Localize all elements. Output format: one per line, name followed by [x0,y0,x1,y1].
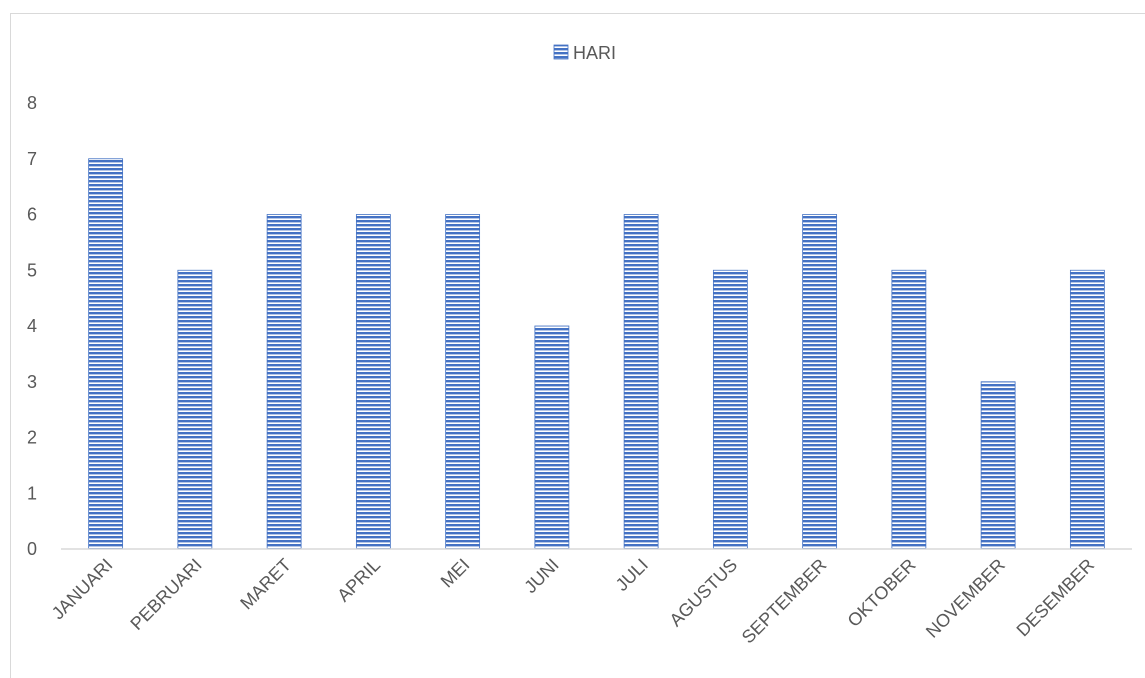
y-tick-label: 2 [27,428,37,448]
y-tick-label: 6 [27,205,37,225]
chart-frame [10,13,1145,678]
bar [445,214,481,550]
bar [1069,269,1105,550]
x-tick-label: AGUSTUS [666,555,742,631]
x-tick-label: JANUARI [48,555,117,624]
bar [534,325,570,550]
bar [980,381,1016,550]
x-axis-ticks: JANUARI PEBRUARI MARET APRIL MEI JUNI JULI AGUS… [48,555,1098,648]
y-axis-ticks: 0 1 2 3 4 5 6 7 8 [27,93,37,559]
legend: HARI [553,43,616,63]
x-tick-label: NOVEMBER [922,555,1009,642]
x-tick-label: MEI [437,555,474,592]
bars [88,158,1105,550]
bar [88,158,124,550]
x-tick-label: APRIL [333,555,384,606]
bar [712,269,748,550]
x-tick-label: PEBRUARI [126,555,205,634]
y-tick-label: 1 [27,483,37,503]
bar [177,269,213,550]
bar [802,214,838,550]
y-tick-label: 4 [27,316,37,336]
x-tick-label: JULI [612,555,652,595]
x-tick-label: DESEMBER [1013,555,1099,641]
x-tick-label: JUNI [520,555,562,597]
bar [266,214,302,550]
legend-label: HARI [573,43,616,63]
x-tick-label: OKTOBER [844,555,920,631]
bar [355,214,391,550]
y-tick-label: 0 [27,539,37,559]
y-tick-label: 7 [27,149,37,169]
x-tick-label: MARET [236,555,295,614]
bar [891,269,927,550]
x-tick-label: SEPTEMBER [738,555,831,648]
legend-swatch [553,44,569,60]
y-tick-label: 8 [27,93,37,113]
y-tick-label: 3 [27,372,37,392]
bar [623,214,659,550]
y-tick-label: 5 [27,260,37,280]
